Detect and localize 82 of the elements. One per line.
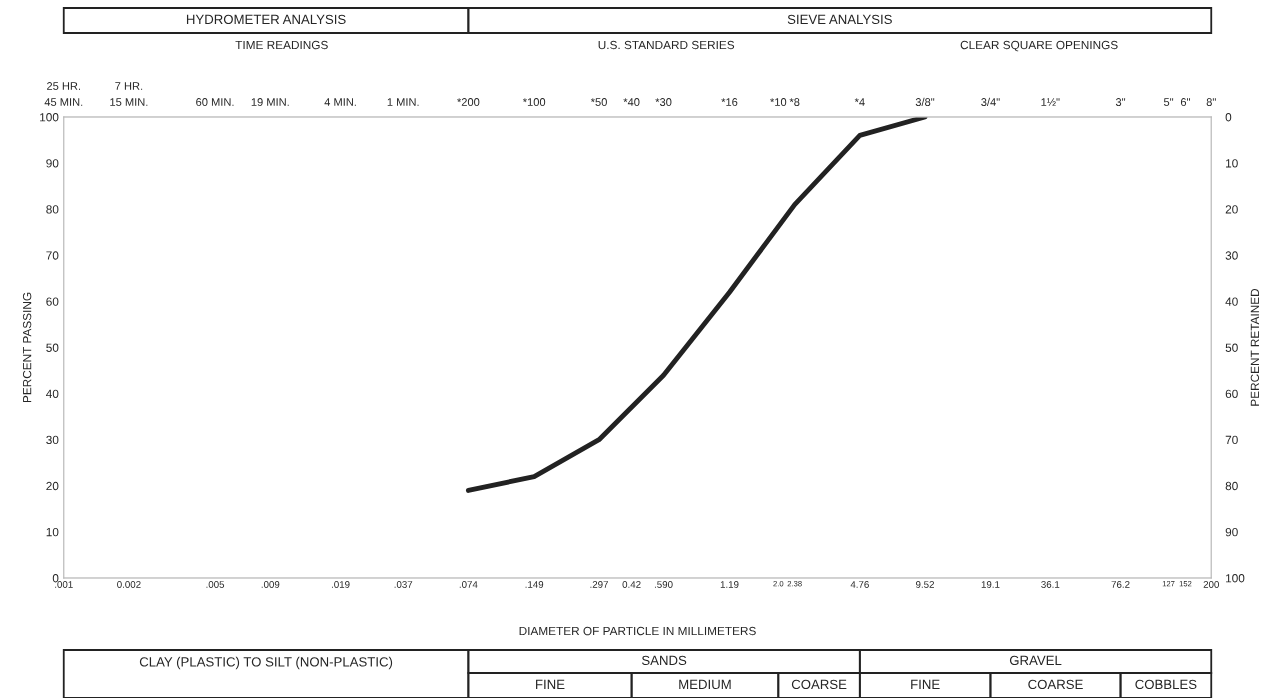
- y2-tick-label: 20: [1225, 205, 1238, 214]
- text: SIEVE ANALYSIS: [787, 14, 892, 25]
- x-tick-label: .149: [525, 581, 544, 588]
- x-tick-label: 76.2: [1111, 581, 1130, 588]
- y2-tick-label: 70: [1225, 435, 1238, 445]
- text: U.S. STANDARD SERIES: [598, 40, 735, 50]
- y-tick-label: 40: [46, 389, 59, 398]
- text: 1½": [1041, 98, 1060, 106]
- y2-tick-label: 50: [1225, 343, 1238, 352]
- y2-tick-label: 10: [1226, 159, 1238, 168]
- y-tick-label: 0: [52, 574, 59, 583]
- x-tick-label: .009: [261, 581, 280, 588]
- y2-axis-title: PERCENT RETAINED: [1250, 288, 1260, 406]
- text: *50: [590, 98, 607, 106]
- text: CLEAR SQUARE OPENINGS: [960, 40, 1118, 52]
- y-tick-label: 80: [46, 205, 59, 214]
- text: 45 MIN.: [44, 98, 83, 106]
- x-tick-label: 36.1: [1041, 581, 1060, 588]
- text: *30: [655, 98, 672, 106]
- x-tick-label: 9.52: [915, 581, 934, 588]
- text: 8": [1206, 98, 1216, 106]
- x-tick-label: .037: [394, 581, 413, 588]
- text: HYDROMETER ANALYSIS: [186, 14, 346, 25]
- text: *40: [623, 98, 640, 106]
- y-axis-title: PERCENT PASSING: [22, 292, 32, 403]
- text: 3/4": [981, 97, 1000, 106]
- text: *16: [721, 98, 738, 106]
- y-tick-label: 100: [40, 113, 59, 122]
- text: *100: [522, 98, 546, 106]
- text: 7 HR.: [115, 82, 143, 90]
- text: *10: [770, 98, 787, 106]
- y-tick-label: 10: [46, 527, 59, 537]
- y-tick-label: 90: [46, 159, 59, 168]
- x-axis-title: DIAMETER OF PARTICLE IN MILLIMETERS: [519, 626, 756, 636]
- text: 4 MIN.: [324, 98, 356, 106]
- x-tick-label: .005: [206, 581, 225, 588]
- y-tick-label: 50: [46, 343, 59, 352]
- text: 3/8": [915, 97, 935, 106]
- x-tick-label: .001: [55, 581, 73, 588]
- text: 15 MIN.: [110, 98, 148, 106]
- text: *4: [854, 98, 865, 106]
- text: COARSE: [1028, 679, 1083, 690]
- y2-tick-label: 100: [1226, 574, 1245, 583]
- x-tick-label: 200: [1203, 581, 1219, 588]
- text: 60 MIN.: [196, 98, 234, 106]
- text: MEDIUM: [679, 679, 731, 690]
- x-tick-label: .019: [331, 581, 350, 588]
- text: SANDS: [641, 655, 687, 666]
- text: TIME READINGS: [235, 40, 328, 50]
- text: *200: [457, 98, 480, 106]
- text: 3": [1115, 98, 1126, 106]
- text: *8: [789, 98, 800, 106]
- x-tick-label: 0.42: [622, 581, 641, 588]
- text: 25 HR.: [47, 82, 81, 90]
- line-series: [465, 117, 928, 493]
- y2-tick-label: 40: [1225, 297, 1238, 306]
- text: FINE: [911, 679, 940, 689]
- text: COBBLES: [1135, 679, 1197, 690]
- x-tick-label: 1.19: [720, 581, 739, 588]
- y2-tick-label: 30: [1225, 251, 1238, 260]
- text: CLAY (PLASTIC) TO SILT (NON-PLASTIC): [139, 656, 393, 670]
- y2-tick-label: 80: [1225, 481, 1238, 491]
- x-tick-label: .297: [590, 581, 608, 588]
- text: 6": [1180, 98, 1191, 106]
- x-tick-label: 4.76: [850, 581, 869, 588]
- y-tick-label: 30: [46, 435, 59, 445]
- x-tick-label: 0.002: [117, 581, 141, 588]
- text: 5": [1163, 98, 1174, 106]
- text: FINE: [536, 679, 565, 689]
- x-tick-label: 19.1: [981, 581, 1000, 588]
- y-tick-label: 20: [46, 481, 59, 491]
- y2-tick-label: 90: [1225, 527, 1238, 537]
- y-tick-label: 70: [46, 251, 59, 260]
- text: 19 MIN.: [251, 98, 289, 106]
- text: COARSE: [791, 679, 847, 690]
- x-tick-label: .590: [654, 581, 673, 588]
- text: GRAVEL: [1009, 655, 1062, 666]
- y2-tick-label: 0: [1225, 113, 1232, 122]
- text: 1 MIN.: [387, 98, 419, 106]
- x-tick-label: .074: [459, 581, 478, 588]
- y2-tick-label: 60: [1225, 389, 1238, 398]
- y-tick-label: 60: [46, 297, 59, 306]
